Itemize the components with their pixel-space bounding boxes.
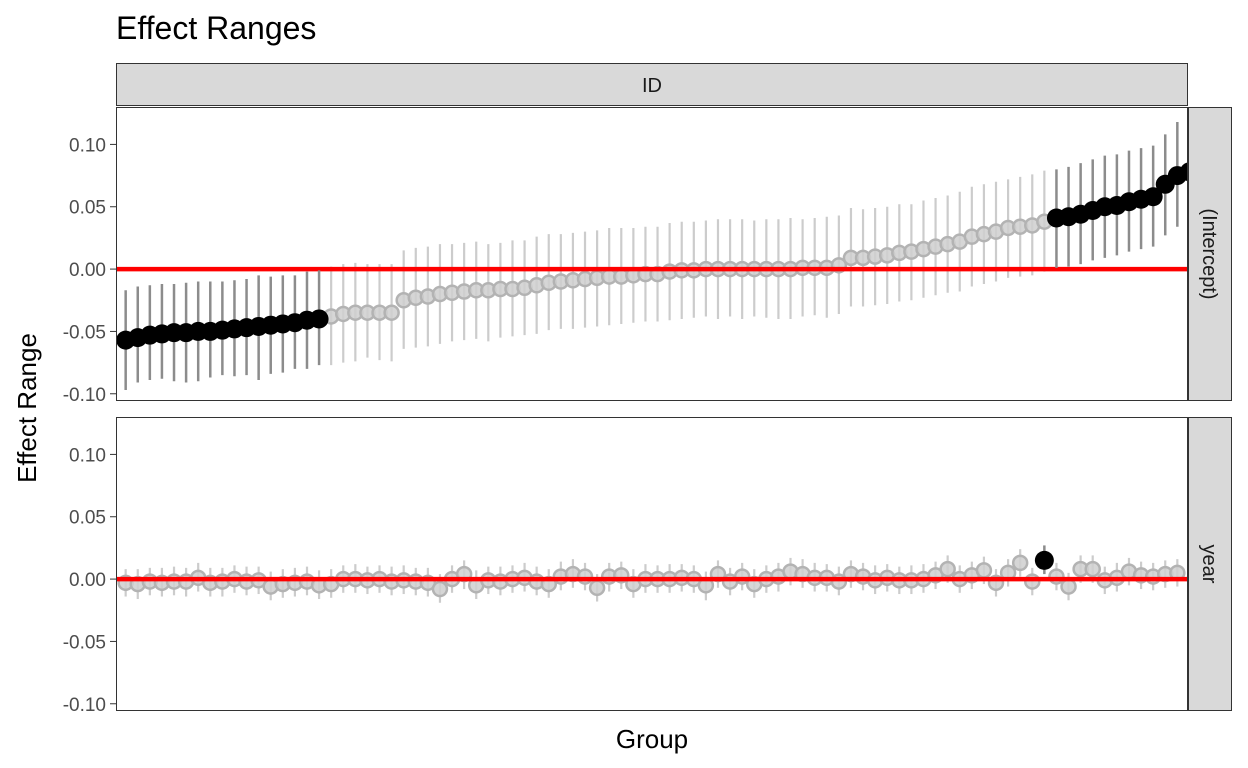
y-axis-ticks: -0.10 -0.05 0.00 0.05 0.10 xyxy=(63,135,116,406)
y-tick-label: -0.10 xyxy=(63,385,106,406)
group-point xyxy=(431,580,449,598)
highlight-point xyxy=(309,309,329,329)
group-point xyxy=(1024,573,1041,590)
row-strip-label: year xyxy=(1198,545,1220,584)
panel-marks xyxy=(116,545,1187,603)
y-tick-label: -0.05 xyxy=(63,322,106,343)
row-strip xyxy=(1188,107,1232,401)
panel-border xyxy=(116,417,1188,711)
group-point xyxy=(1011,554,1029,572)
y-axis-label: Effect Range xyxy=(12,333,42,483)
y-tick-label: 0.00 xyxy=(69,570,106,591)
y-tick-label: -0.10 xyxy=(63,695,106,716)
column-strip-label: ID xyxy=(642,75,662,97)
group-point xyxy=(975,562,993,579)
group-point xyxy=(1084,560,1101,578)
y-tick-label: 0.05 xyxy=(69,198,106,219)
row-strip-label: (Intercept) xyxy=(1198,208,1220,299)
chart-title: Effect Ranges xyxy=(116,10,316,46)
panel-marks xyxy=(116,116,1224,391)
panel-year: -0.10 -0.05 0.00 0.05 0.10 year xyxy=(63,417,1232,716)
group-point xyxy=(1048,568,1065,585)
y-tick-label: 0.05 xyxy=(69,508,106,529)
column-strip xyxy=(116,63,1188,106)
y-tick-label: -0.05 xyxy=(63,632,106,653)
x-axis-label: Group xyxy=(616,724,688,754)
group-point xyxy=(939,560,956,578)
row-strip xyxy=(1188,417,1232,711)
y-tick-label: 0.10 xyxy=(69,445,106,466)
y-tick-label: 0.00 xyxy=(69,260,106,281)
group-point xyxy=(383,304,400,321)
group-point xyxy=(1060,578,1077,595)
panel-border xyxy=(116,107,1188,401)
y-axis-ticks: -0.10 -0.05 0.00 0.05 0.10 xyxy=(63,445,116,716)
group-point xyxy=(576,568,594,585)
panel-intercept: -0.10 -0.05 0.00 0.05 0.10 (Intercept) xyxy=(63,107,1232,406)
group-point xyxy=(588,579,606,597)
y-tick-label: 0.10 xyxy=(69,135,106,156)
highlight-point xyxy=(1034,550,1054,570)
highlight-point xyxy=(1143,187,1163,207)
